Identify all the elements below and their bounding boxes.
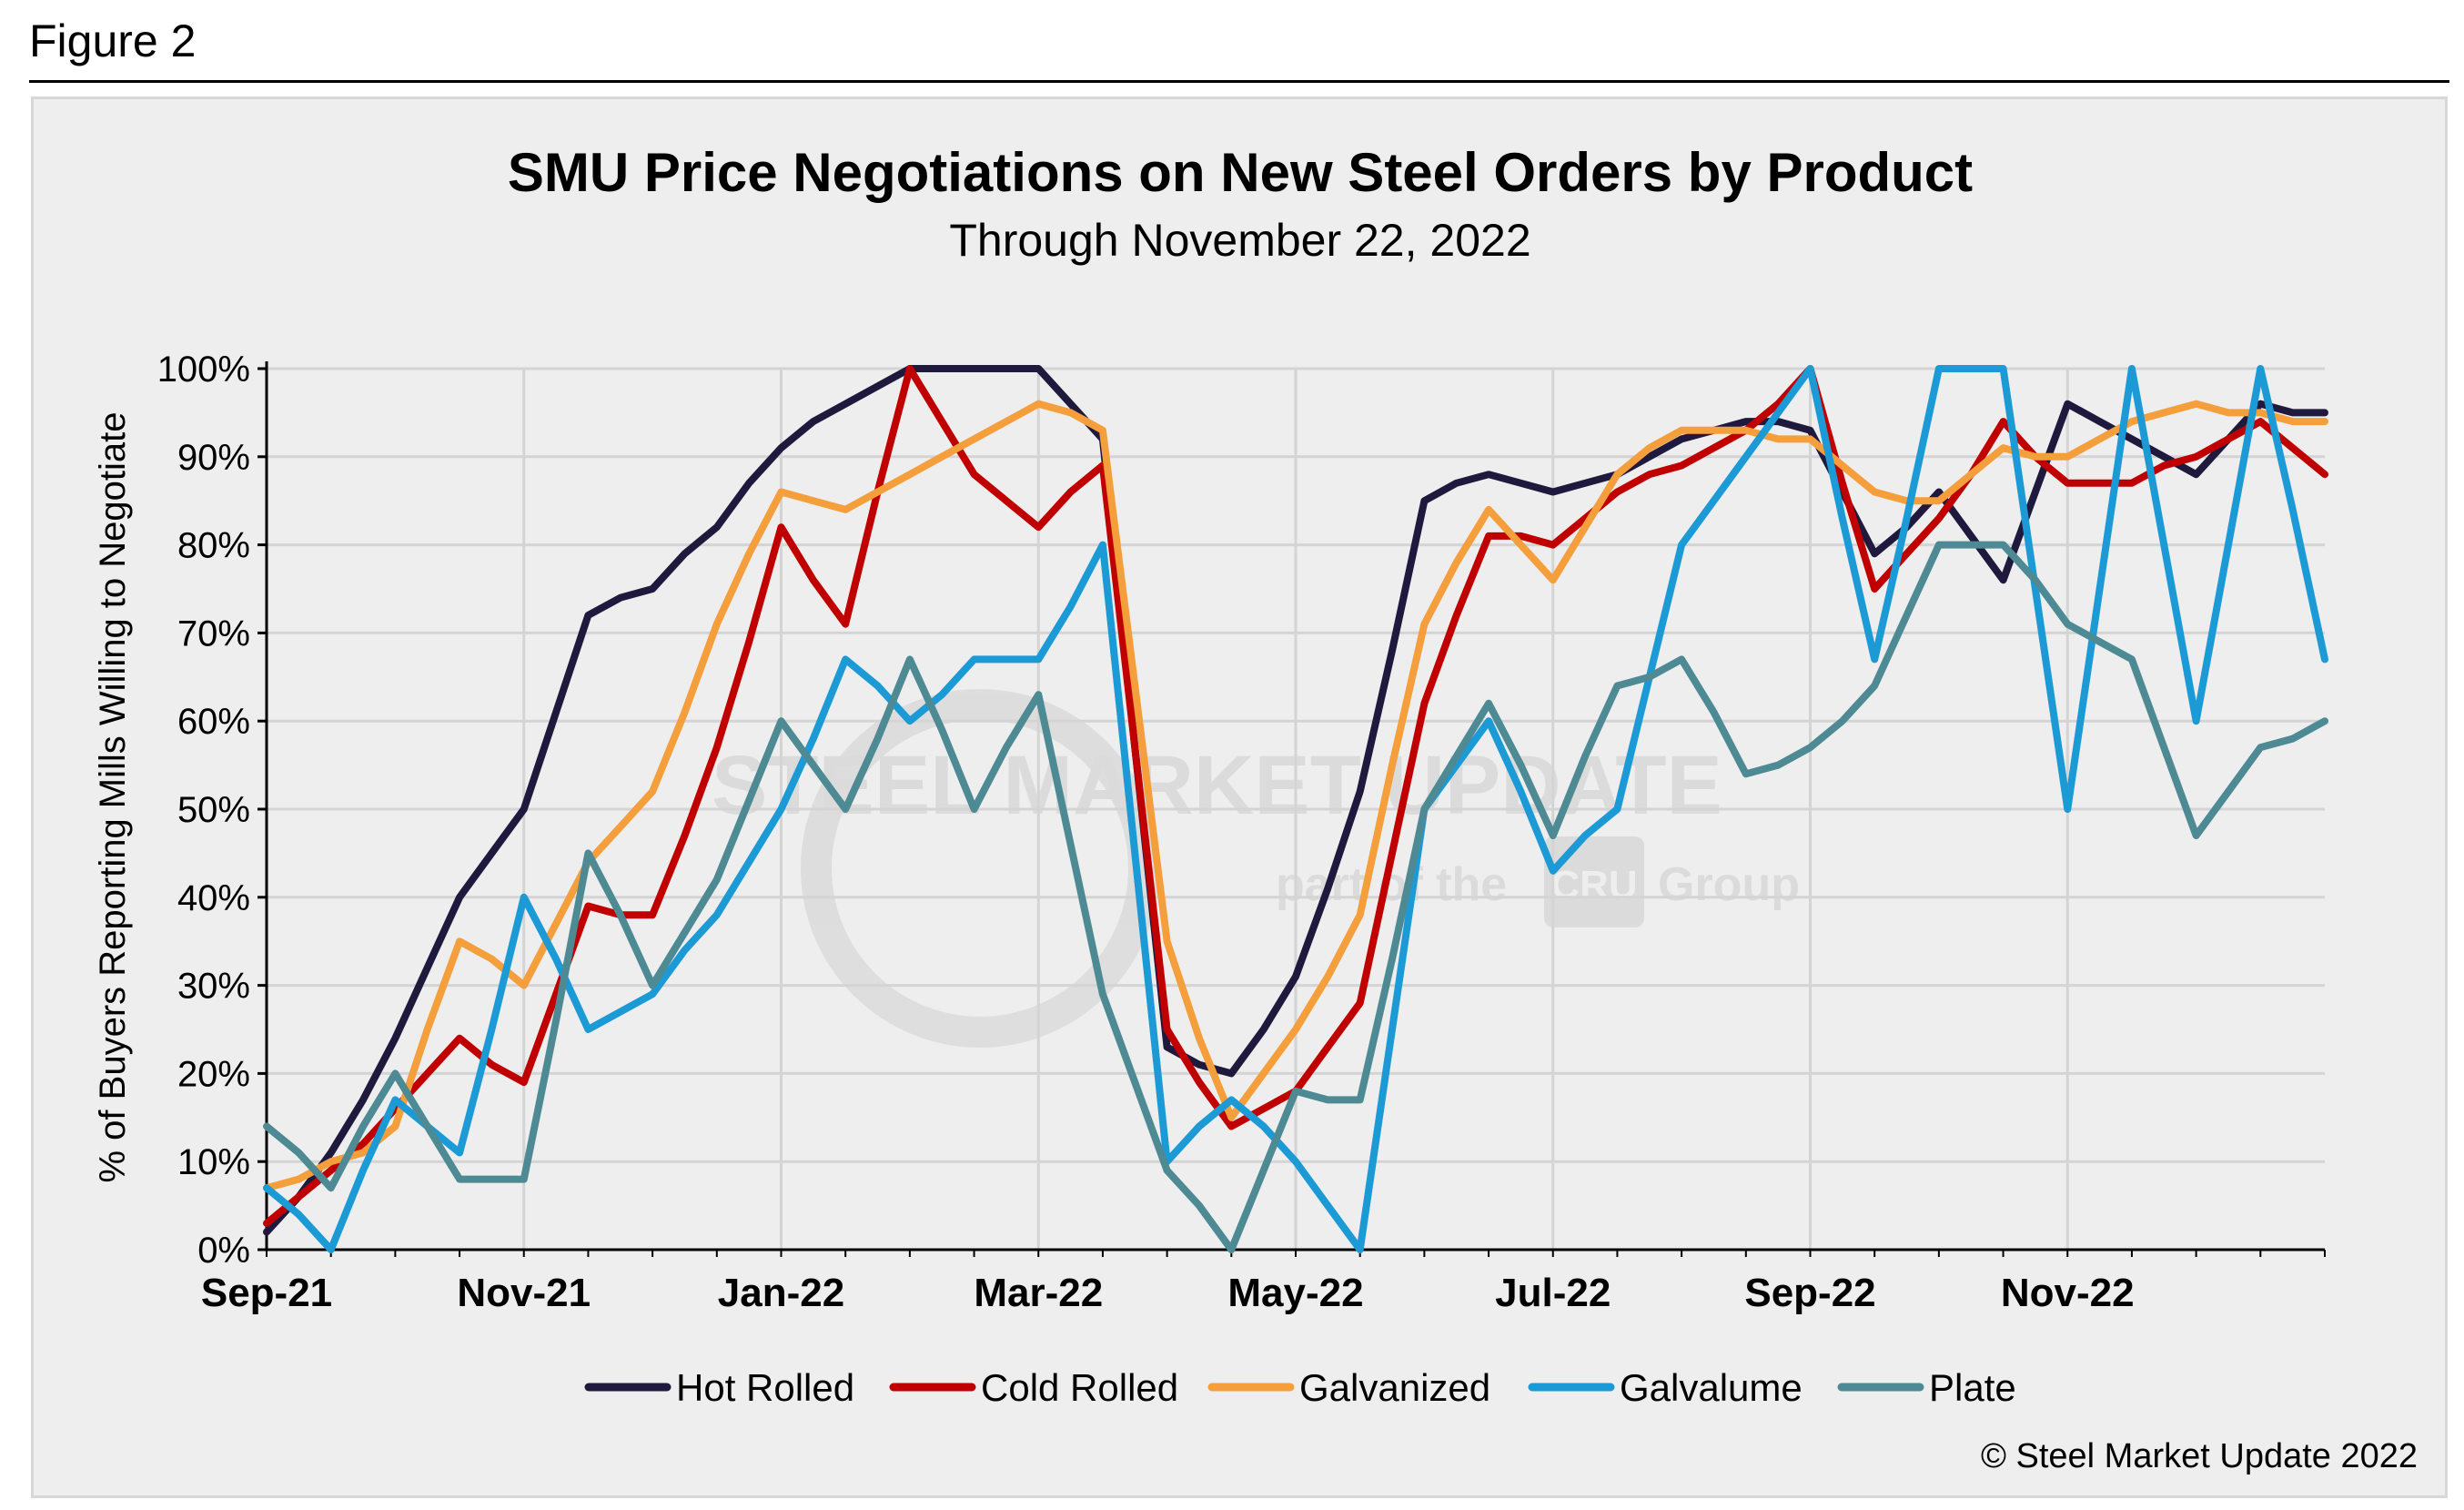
x-tick-label: Nov-21: [457, 1271, 591, 1315]
legend-label-galvanized: Galvanized: [1299, 1366, 1490, 1409]
y-tick-label: 50%: [177, 790, 250, 830]
copyright: © Steel Market Update 2022: [1981, 1437, 2418, 1475]
x-ticks: Sep-21 Nov-21 Jan-22 Mar-22 May-22 Jul-22 Sep-…: [201, 1250, 2326, 1315]
y-ticks: 0% 10% 20% 30% 40% 50% 60% 70% 80% 90% 100%: [157, 350, 267, 1271]
y-tick-label: 80%: [177, 526, 250, 566]
x-tick-label: May-22: [1227, 1271, 1363, 1315]
watermark-swoosh: [801, 689, 1159, 1048]
x-tick-label: Jan-22: [718, 1271, 844, 1315]
y-tick-label: 0%: [197, 1231, 250, 1271]
series-lines: [263, 365, 2328, 1253]
header-rule: [29, 80, 2449, 83]
y-axis-label: % of Buyers Reporting Mills Willing to N…: [93, 411, 133, 1182]
legend: Hot Rolled Cold Rolled Galvanized Galvalume…: [584, 1366, 2016, 1409]
y-tick-label: 90%: [177, 438, 250, 478]
series-line-hot-rolled: [263, 365, 2328, 1236]
legend-label-plate: Plate: [1929, 1366, 2016, 1409]
y-tick-label: 40%: [177, 878, 250, 918]
watermark-cru-text: CRU: [1550, 863, 1637, 907]
y-tick-label: 20%: [177, 1054, 250, 1094]
chart-title: SMU Price Negotiations on New Steel Orde…: [508, 142, 1973, 203]
y-tick-label: 100%: [157, 350, 250, 390]
watermark-group: Group: [1658, 858, 1800, 911]
x-tick-label: Nov-22: [2001, 1271, 2135, 1315]
legend-label-cold-rolled: Cold Rolled: [981, 1366, 1178, 1409]
series-line-plate: [263, 541, 2328, 1253]
y-tick-label: 30%: [177, 967, 250, 1007]
x-tick-label: Sep-22: [1744, 1271, 1875, 1315]
x-tick-label: Sep-21: [201, 1271, 332, 1315]
chart-panel: STEEL MARKET UPDATE part of the CRU Grou…: [31, 96, 2448, 1498]
watermark-cru-logo: [1544, 836, 1644, 927]
series-line-galvanized: [263, 400, 2328, 1192]
series-line-galvalume: [263, 365, 2328, 1253]
x-tick-label: Jul-22: [1495, 1271, 1611, 1315]
line-chart: STEEL MARKET UPDATE part of the CRU Grou…: [93, 142, 2418, 1475]
legend-label-galvalume: Galvalume: [1620, 1366, 1803, 1409]
y-tick-label: 10%: [177, 1142, 250, 1182]
figure-label: Figure 2: [29, 15, 197, 66]
chart-subtitle: Through November 22, 2022: [949, 215, 1530, 266]
grid: [267, 367, 2325, 1250]
x-tick-label: Mar-22: [974, 1271, 1103, 1315]
y-tick-label: 60%: [177, 702, 250, 742]
y-tick-label: 70%: [177, 613, 250, 654]
legend-label-hot-rolled: Hot Rolled: [676, 1366, 854, 1409]
